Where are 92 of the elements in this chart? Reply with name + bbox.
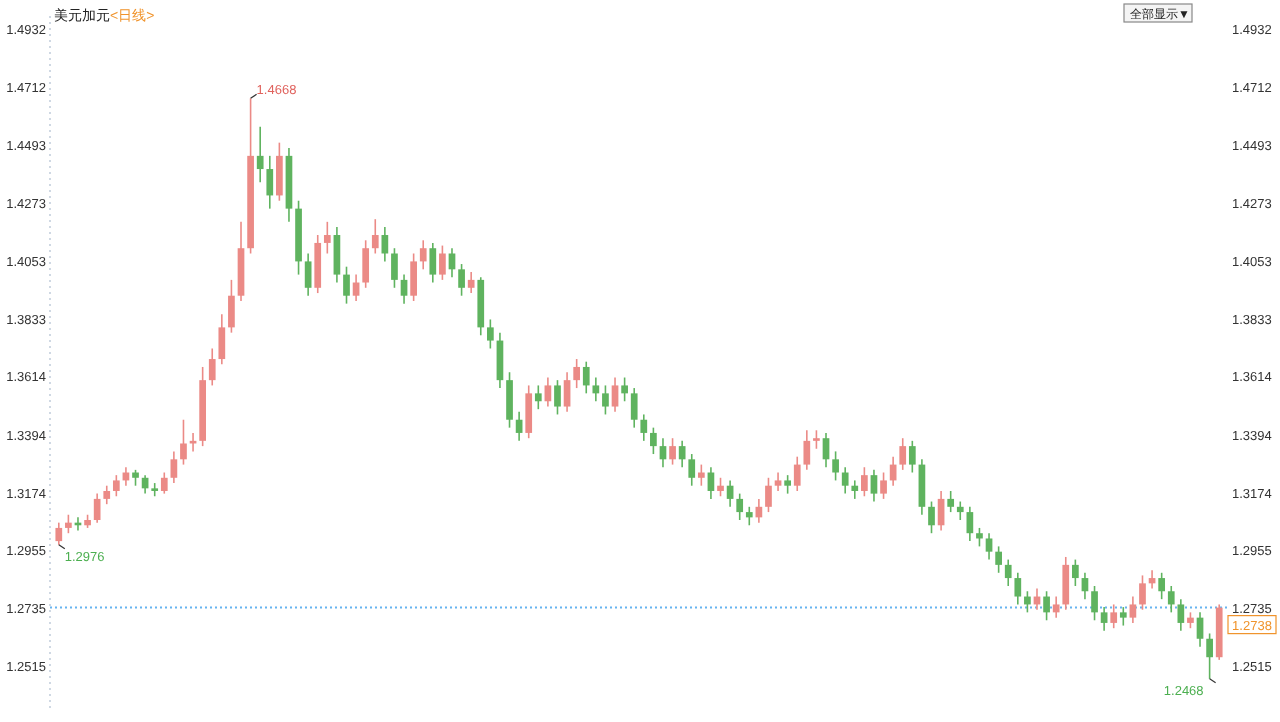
candlestick <box>1177 598 1185 632</box>
candlestick <box>630 387 638 429</box>
candlestick <box>343 265 350 305</box>
candlestick <box>266 155 274 210</box>
candlestick <box>1139 574 1146 611</box>
candlestick <box>93 492 101 524</box>
candlestick <box>774 471 782 492</box>
candlestick <box>429 242 437 284</box>
candlestick <box>851 479 859 500</box>
candlestick <box>323 221 331 255</box>
candlestick <box>304 252 312 297</box>
candlestick <box>544 376 552 408</box>
candlestick <box>947 490 955 513</box>
candlestick <box>650 426 657 455</box>
candlestick <box>745 506 753 527</box>
candlestick <box>103 484 111 505</box>
candlestick <box>1072 558 1079 587</box>
candlestick <box>592 376 600 403</box>
candlestick <box>371 218 379 255</box>
candlestick <box>861 466 868 498</box>
candlestick <box>928 500 935 534</box>
candlestick <box>956 500 964 521</box>
candlestick <box>640 413 648 442</box>
candlestick <box>1004 558 1012 587</box>
candlestick <box>1158 571 1166 600</box>
candlestick <box>276 141 283 202</box>
candlestick <box>976 527 983 548</box>
candlestick <box>362 239 370 289</box>
candlestick <box>697 463 705 487</box>
candlestick <box>112 474 120 498</box>
candlestick <box>870 469 878 503</box>
candlestick <box>458 263 465 297</box>
candlestick <box>554 379 561 416</box>
candlestick <box>1014 571 1022 606</box>
candlestick <box>237 221 245 302</box>
candlestick <box>419 239 427 271</box>
candlestick <box>813 429 820 450</box>
candlestick <box>391 247 398 289</box>
candlestick <box>880 471 887 500</box>
candlestick <box>573 358 581 389</box>
candlestick <box>899 437 907 471</box>
candlestick <box>1129 595 1137 624</box>
candlestick <box>688 453 696 487</box>
candlestick <box>1052 595 1060 619</box>
candlestick <box>793 455 801 492</box>
candlestick <box>1100 606 1108 632</box>
candlestick <box>582 360 590 395</box>
candlestick <box>736 492 744 521</box>
candlestick <box>400 273 408 305</box>
candlestick <box>314 234 322 294</box>
candlestick <box>678 440 686 469</box>
candlestick <box>1206 632 1213 680</box>
candlestick <box>1167 585 1175 614</box>
candlestick <box>995 545 1002 574</box>
candlestick <box>180 418 187 466</box>
candlestick <box>908 440 916 474</box>
candlestick <box>985 532 993 561</box>
candlestick <box>170 450 178 484</box>
candlestick <box>487 318 494 350</box>
candlestick <box>160 471 168 495</box>
candlestick <box>525 384 533 440</box>
candlestick <box>1062 556 1070 611</box>
candlestick <box>228 279 235 334</box>
candlestick <box>448 247 456 279</box>
candlestick <box>717 476 724 498</box>
candlestick <box>1110 603 1118 629</box>
candlestick <box>1024 590 1031 614</box>
candlestick <box>1119 606 1127 627</box>
candlestick <box>65 513 72 534</box>
candlestick <box>410 252 417 302</box>
candlestick <box>784 474 791 495</box>
candlestick <box>1043 590 1050 622</box>
candlestick <box>563 371 571 413</box>
candlestick <box>602 384 609 416</box>
candlestick <box>611 376 619 413</box>
candlestick <box>506 371 513 429</box>
candlestick <box>803 429 811 471</box>
candlestick <box>439 244 446 281</box>
candlestick <box>832 450 839 482</box>
candlestick <box>1091 585 1098 622</box>
candlestick <box>669 437 676 466</box>
candlestick <box>208 347 216 387</box>
candlestick <box>55 521 63 546</box>
candlestick <box>333 226 341 284</box>
candlestick <box>841 466 849 495</box>
candlestick <box>477 276 485 337</box>
candlestick <box>467 271 475 294</box>
candlestick <box>218 313 226 366</box>
candlestick <box>621 376 628 403</box>
candlestick <box>765 476 772 513</box>
candlestick <box>534 384 542 410</box>
candlestick <box>256 126 264 184</box>
